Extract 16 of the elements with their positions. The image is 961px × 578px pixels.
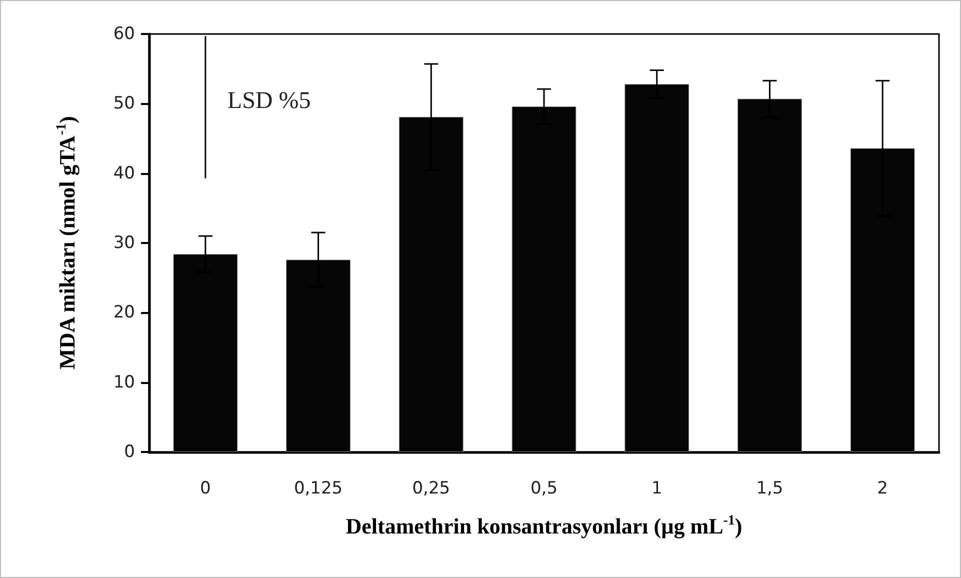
- y-tick-label: 60: [113, 24, 135, 44]
- x-tick-label: 0,5: [530, 478, 558, 498]
- annotation: LSD %5: [227, 88, 311, 114]
- y-tick-label: 20: [113, 302, 135, 323]
- x-tick-label: 1: [651, 478, 662, 498]
- x-tick-label: 0,125: [294, 478, 343, 498]
- y-tick-label: 10: [113, 372, 135, 392]
- y-axis-title: MDA miktarı (nmol gTA-1): [54, 116, 80, 370]
- y-tick-label: 40: [113, 163, 135, 184]
- x-tick-label: 0: [200, 478, 211, 498]
- y-tick-label: 50: [113, 94, 135, 114]
- x-tick-label: 2: [877, 478, 888, 498]
- x-tick-label: 0,25: [412, 478, 450, 498]
- y-tick-label: 0: [124, 442, 135, 462]
- x-tick-label: 1,5: [756, 478, 784, 498]
- y-tick-label: 30: [113, 233, 135, 253]
